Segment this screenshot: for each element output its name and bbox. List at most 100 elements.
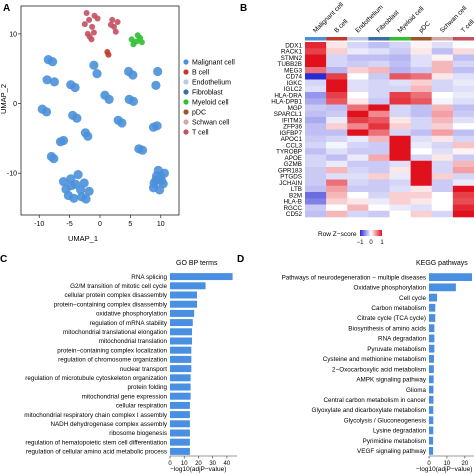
heatmap-cell <box>410 179 433 187</box>
kegg-bar <box>429 303 436 312</box>
heatmap-cell <box>389 85 411 93</box>
heatmap-cell <box>431 73 454 80</box>
heatmap-cell <box>326 104 348 112</box>
umap-legend-label: B cell <box>192 70 210 77</box>
heatmap-cell <box>452 54 474 62</box>
kegg-bar <box>429 283 456 292</box>
panel-label-d: D <box>237 254 244 265</box>
heatmap-cell <box>305 198 327 205</box>
heatmap-cell <box>368 210 390 218</box>
heatmap-cell <box>368 117 390 124</box>
heatmap-cell <box>410 129 433 137</box>
umap-point <box>84 186 94 196</box>
heatmap-cell <box>368 160 390 168</box>
kegg-category-label: RNA degradation <box>378 336 426 343</box>
heatmap-col-annotation <box>326 37 348 41</box>
go-xtick-label: 40 <box>224 461 231 467</box>
heatmap-cell <box>305 185 327 193</box>
heatmap-cell <box>410 204 433 212</box>
heatmap-cell <box>368 73 390 80</box>
heatmap-cell <box>452 117 474 124</box>
heatmap-cell <box>347 198 369 205</box>
heatmap-row-label: MEG3 <box>284 67 302 74</box>
umap-legend-swatch <box>183 109 189 115</box>
heatmap-cell <box>368 123 390 130</box>
heatmap-cell <box>368 92 390 99</box>
heatmap-cell <box>431 85 454 93</box>
heatmap-cell <box>431 60 454 68</box>
heatmap-row-label: LTB <box>291 186 302 193</box>
heatmap-cell <box>368 185 390 193</box>
kegg-category-label: Pyrimidine metabolism <box>363 438 426 445</box>
heatmap-cell <box>389 54 411 62</box>
umap-point <box>81 194 91 204</box>
go-category-label: regulation of microtubule cytoskeleton o… <box>25 375 167 382</box>
heatmap-cell <box>431 173 454 180</box>
heatmap-row-label: APOE <box>285 155 303 162</box>
umap-point <box>72 113 82 123</box>
heatmap-cell <box>410 148 433 155</box>
heatmap-cell <box>326 179 348 187</box>
go-bar <box>170 383 191 391</box>
go-bar <box>170 346 192 354</box>
umap-point <box>76 185 86 195</box>
kegg-bar <box>429 273 472 281</box>
heatmap-cell <box>326 198 348 205</box>
heatmap-cell <box>305 154 327 162</box>
umap-point <box>128 96 138 106</box>
heatmap-cell <box>326 123 348 130</box>
heatmap-cell <box>347 98 369 105</box>
heatmap-cell <box>452 92 474 99</box>
heatmap-cell <box>347 60 369 68</box>
go-bar <box>170 438 190 446</box>
heatmap-cell <box>305 129 327 137</box>
heatmap-cell <box>389 173 411 180</box>
kegg-bar <box>429 344 435 353</box>
heatmap-cell <box>389 167 411 174</box>
umap-point <box>89 23 96 30</box>
heatmap-cell <box>410 192 433 199</box>
heatmap-cell <box>368 135 390 143</box>
heatmap-cell <box>452 185 474 193</box>
heatmap-cell <box>431 67 454 74</box>
heatmap-col-annotation <box>347 37 369 41</box>
heatmap-cell <box>431 79 454 87</box>
heatmap-cell <box>368 79 390 87</box>
heatmap-cell <box>410 73 433 80</box>
heatmap-cell <box>389 135 411 143</box>
kegg-xtick-label: 0 <box>427 461 431 467</box>
heatmap-col-label: T cell <box>460 18 474 34</box>
kegg-bar <box>429 375 434 384</box>
umap-xtick-label: -10 <box>34 221 44 228</box>
heatmap-row-label: HLA-B <box>283 199 302 206</box>
heatmap-cell <box>431 129 454 137</box>
heatmap-cell <box>452 48 474 55</box>
kegg-category-label: Pyruvate metabolism <box>367 346 426 353</box>
heatmap-legend: Row Z−score −1 0 1 <box>318 230 384 246</box>
heatmap-row-label: B2M <box>289 192 302 199</box>
heatmap-cell <box>368 198 390 205</box>
heatmap-row-label: CD52 <box>286 211 303 218</box>
heatmap-row-label: IGLC2 <box>284 86 303 93</box>
heatmap-cell <box>305 117 327 124</box>
heatmap-cell <box>347 67 369 74</box>
heatmap-cell <box>305 110 327 118</box>
heatmap-cell <box>452 173 474 180</box>
heatmap-cell <box>431 98 454 105</box>
heatmap-cell <box>326 42 348 49</box>
umap-xtick-label: 5 <box>128 221 132 228</box>
heatmap-cell <box>347 104 369 112</box>
heatmap-cell <box>452 79 474 87</box>
go-xtick-label: 10 <box>181 461 188 467</box>
umap-point <box>63 190 73 201</box>
heatmap-cell <box>452 67 474 74</box>
heatmap-cell <box>368 54 390 62</box>
go-category-label: RNA splicing <box>131 274 167 281</box>
umap-point <box>42 75 52 85</box>
go-category-label: mitochondrial translational elongation <box>63 329 167 336</box>
go-category-label: regulation of chromosome organization <box>58 357 167 364</box>
heatmap-cell <box>389 110 411 118</box>
heatmap-row-label: HLA-DRA <box>274 92 302 99</box>
umap-point <box>86 33 93 40</box>
kegg-bar <box>429 406 434 414</box>
